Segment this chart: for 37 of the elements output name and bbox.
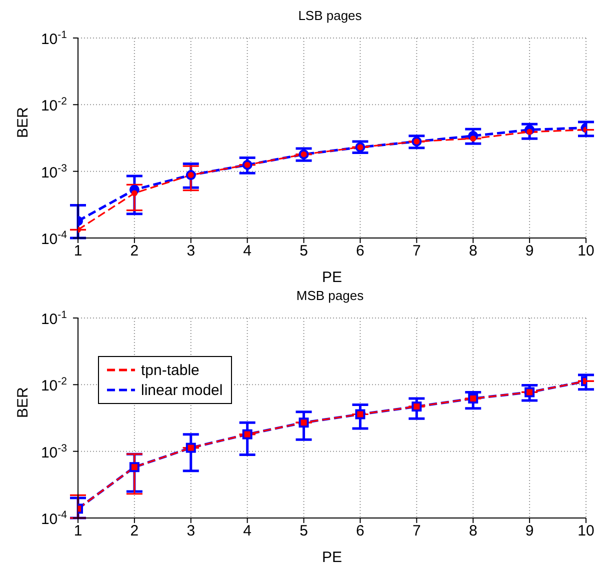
x-tick-label: 7 [412,242,421,260]
x-tick-label: 5 [300,242,308,260]
x-tick-label: 9 [525,242,534,260]
x-tick-label: 5 [300,522,308,540]
x-tick-label: 2 [130,242,139,260]
y-tick-label: 10$^{-3}$ [40,162,68,182]
y-tick-label: 10$^{-2}$ [40,376,68,395]
y-tick-label: 10$^{-1}$ [40,309,68,328]
x-tick-label: 4 [243,522,252,540]
x-axis-title: PE [322,549,342,566]
x-tick-label: 6 [356,522,364,540]
y-tick-label: 10$^{-1}$ [40,29,68,48]
y-axis-title: BER [14,386,32,418]
x-tick-label: 8 [468,242,478,260]
y-tick-label: 10$^{-2}$ [40,96,68,115]
chart-title: MSB pages [295,288,365,304]
y-tick-label: 10$^{-4}$ [40,229,68,248]
chart-title: LSB pages [297,8,363,24]
x-tick-label: 6 [356,242,364,260]
x-tick-label: 4 [243,242,252,260]
x-tick-label: 7 [412,522,421,540]
x-tick-label: 3 [186,242,196,260]
x-tick-label: 1 [74,242,82,260]
legend-label: tpn-table [141,362,200,378]
y-axis-title: BER [14,106,32,138]
legend-label: linear model [141,382,223,398]
x-tick-label: 1 [74,522,82,540]
x-tick-label: 8 [468,522,478,540]
x-axis-title: PE [322,269,342,286]
y-tick-label: 10$^{-4}$ [40,509,68,528]
x-tick-label: 2 [130,522,139,540]
x-tick-label: 10 [578,242,594,260]
x-tick-label: 3 [186,522,196,540]
point [131,190,138,196]
x-tick-label: 10 [578,522,594,540]
x-tick-label: 9 [525,522,534,540]
y-tick-label: 10$^{-3}$ [40,442,68,462]
